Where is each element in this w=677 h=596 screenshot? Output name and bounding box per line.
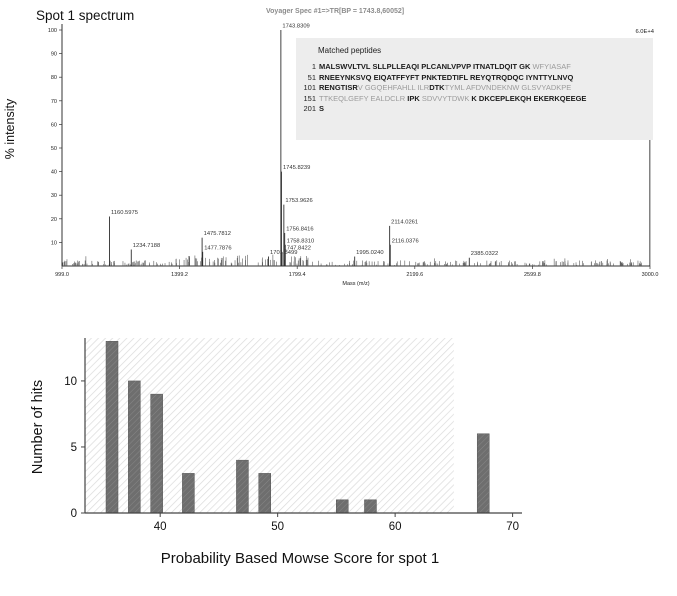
peptide-line: 101 RENGTISRV GGQEHFAHLL ILRDTKTYML AFDVN… bbox=[303, 83, 653, 94]
spectrum-x-ticks: 999.0 1399.2 1799.4 2199.6 2599.8 3000.0 bbox=[55, 266, 658, 278]
histogram-bar bbox=[476, 433, 490, 514]
peptide-line-number: 51 bbox=[307, 72, 316, 82]
histogram-bar bbox=[182, 473, 195, 514]
histogram-x-ticks: 40 50 60 70 bbox=[154, 513, 519, 533]
matched-peptides-title: Matched peptides bbox=[318, 46, 382, 55]
svg-text:50: 50 bbox=[271, 521, 284, 533]
svg-text:2116.0376: 2116.0376 bbox=[392, 238, 419, 244]
svg-text:0: 0 bbox=[71, 508, 77, 520]
histogram-bar bbox=[150, 393, 163, 514]
peptide-sequence-block: 1 MALSWVLTVL SLLPLLEAQI PLCANLVPVP ITNATL… bbox=[296, 62, 653, 115]
svg-text:5: 5 bbox=[71, 442, 77, 454]
histogram-bar bbox=[336, 499, 349, 514]
svg-text:10: 10 bbox=[64, 376, 77, 388]
svg-text:999.0: 999.0 bbox=[55, 272, 69, 278]
svg-text:2599.8: 2599.8 bbox=[524, 272, 541, 278]
svg-text:40: 40 bbox=[154, 521, 167, 533]
svg-text:1756.8416: 1756.8416 bbox=[286, 226, 313, 232]
histogram-x-axis-label: Probability Based Mowse Score for spot 1 bbox=[160, 550, 440, 567]
mass-spectrum-plot: Voyager Spec #1=>TR[BP = 1743.8,60052] 6.… bbox=[48, 8, 659, 287]
svg-text:1758.8310: 1758.8310 bbox=[287, 238, 314, 244]
peptide-line-number: 151 bbox=[303, 93, 316, 103]
unmatched-peptide-segment: WFYIASAF bbox=[530, 62, 571, 71]
svg-text:1234.7188: 1234.7188 bbox=[133, 243, 160, 249]
histogram-axes bbox=[84, 338, 522, 514]
matched-peptide-segment: IPK bbox=[407, 93, 422, 103]
svg-text:30: 30 bbox=[51, 193, 57, 199]
peptide-line: 1 MALSWVLTVL SLLPLLEAQI PLCANLVPVP ITNATL… bbox=[303, 62, 653, 73]
spectrum-peak-labels: 1160.5975 1234.7188 1475.7812 1477.7876 1701… bbox=[111, 24, 498, 258]
svg-text:100: 100 bbox=[48, 28, 57, 34]
svg-text:2114.0261: 2114.0261 bbox=[391, 219, 418, 225]
svg-text:50: 50 bbox=[51, 146, 57, 152]
peptide-line-number: 101 bbox=[303, 83, 316, 93]
svg-text:40: 40 bbox=[51, 170, 57, 176]
svg-text:60: 60 bbox=[51, 122, 57, 128]
svg-text:20: 20 bbox=[51, 217, 57, 223]
unmatched-peptide-segment: TYML AFDVNDEKNW GLSVYADKPE bbox=[444, 83, 572, 93]
matched-peptides-box: Matched peptides 1 MALSWVLTVL SLLPLLEAQI … bbox=[296, 38, 653, 140]
svg-text:10: 10 bbox=[51, 240, 57, 246]
spectrum-y-axis-label: % intensity bbox=[3, 98, 17, 160]
unmatched-peptide-segment: TTKEQLGEFY EALDCLR bbox=[319, 93, 408, 103]
histogram-bar bbox=[236, 459, 249, 514]
peptide-line-number: 1 bbox=[311, 62, 316, 71]
svg-text:1701.8499: 1701.8499 bbox=[270, 250, 297, 256]
svg-text:80: 80 bbox=[51, 75, 57, 81]
unmatched-peptide-segment: SDVVYTDWK bbox=[421, 93, 472, 103]
histogram-bar bbox=[364, 499, 377, 514]
histogram-y-ticks: 0 5 10 bbox=[64, 376, 85, 520]
peptide-line: 201 S bbox=[303, 104, 653, 115]
svg-text:1475.7812: 1475.7812 bbox=[204, 231, 231, 237]
histogram-bar bbox=[128, 380, 141, 514]
spectrum-panel-title: Spot 1 spectrum bbox=[36, 8, 135, 23]
svg-text:1160.5975: 1160.5975 bbox=[111, 210, 138, 216]
svg-text:70: 70 bbox=[51, 99, 57, 105]
histogram-bars bbox=[105, 341, 490, 514]
peptide-line: 51 RNEEYNKSVQ EIQATFFYFT PNKTEDTIFL REYQT… bbox=[303, 73, 653, 84]
svg-text:70: 70 bbox=[506, 521, 519, 533]
peptide-line: 151 TTKEQLGEFY EALDCLR IPK SDVVYTDWK K DK… bbox=[303, 94, 653, 105]
svg-text:60: 60 bbox=[389, 521, 402, 533]
spectrum-x-axis-title: Mass (m/z) bbox=[342, 281, 369, 287]
matched-peptide-segment: DTK bbox=[429, 83, 445, 93]
histogram-bar bbox=[105, 341, 119, 514]
svg-text:2385.0322: 2385.0322 bbox=[471, 251, 498, 257]
svg-text:1399.2: 1399.2 bbox=[171, 272, 188, 278]
mowse-score-histogram: 40 50 60 70 0 5 10 bbox=[64, 338, 522, 533]
histogram-y-axis-label: Number of hits bbox=[30, 379, 46, 475]
matched-peptide-segment: K DKCEPLEKQH EKERKQEEGE bbox=[471, 93, 587, 103]
matched-peptide-segment: S bbox=[319, 104, 325, 114]
matched-peptide-segment: RNEEYNKSVQ EIQATFFYFT PNKTEDTIFL REYQTRQ… bbox=[319, 72, 574, 82]
matched-peptide-segment: MALSWVLTVL SLLPLLEAQI PLCANLVPVP ITNATLD… bbox=[319, 62, 531, 71]
spectrum-header: Voyager Spec #1=>TR[BP = 1743.8,60052] bbox=[266, 8, 404, 15]
peptide-line-number: 201 bbox=[303, 104, 316, 114]
svg-text:1995.0240: 1995.0240 bbox=[356, 250, 383, 256]
svg-text:1747.8422: 1747.8422 bbox=[284, 245, 311, 251]
svg-text:1799.4: 1799.4 bbox=[289, 272, 306, 278]
svg-text:2199.6: 2199.6 bbox=[406, 272, 423, 278]
svg-text:3000.0: 3000.0 bbox=[642, 272, 659, 278]
spectrum-y-ticks: 100 90 80 70 60 50 40 30 20 10 bbox=[48, 28, 62, 246]
intensity-scale-label: 6.0E+4 bbox=[635, 29, 654, 35]
spectrum-noise bbox=[62, 254, 642, 266]
svg-text:90: 90 bbox=[51, 52, 57, 58]
svg-text:1743.8309: 1743.8309 bbox=[282, 24, 309, 30]
unmatched-peptide-segment: V GGQEHFAHLL ILR bbox=[357, 83, 430, 93]
svg-text:1477.7876: 1477.7876 bbox=[204, 245, 231, 251]
svg-text:1745.8239: 1745.8239 bbox=[283, 165, 310, 171]
matched-peptide-segment: RENGTISR bbox=[319, 83, 358, 93]
histogram-bar bbox=[258, 473, 271, 514]
svg-text:1753.9626: 1753.9626 bbox=[285, 198, 312, 204]
